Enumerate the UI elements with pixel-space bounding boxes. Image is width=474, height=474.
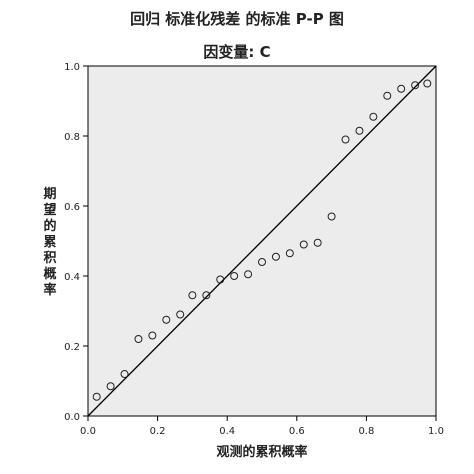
- data-point: [120, 370, 129, 378]
- data-point: [162, 315, 171, 324]
- y-tick-label: 1.0: [64, 62, 80, 73]
- y-tick-label: 0.8: [64, 132, 80, 143]
- data-point: [397, 84, 406, 93]
- data-point: [299, 240, 308, 249]
- data-point: [202, 291, 211, 300]
- data-point: [423, 79, 432, 88]
- x-axis-title: 观测的累积概率: [216, 444, 307, 460]
- data-point: [244, 270, 253, 279]
- data-point: [285, 249, 294, 258]
- x-tick-label: 0.4: [219, 426, 235, 437]
- x-axis-ticks: 0.0 0.2 0.4 0.6 0.8 1.0: [80, 416, 444, 437]
- y-tick-label: 0.2: [64, 342, 80, 353]
- data-point: [216, 275, 225, 284]
- data-point: [230, 272, 239, 280]
- data-point: [258, 258, 266, 266]
- chart-title: 回归 标准化残差 的标准 P-P 图: [130, 10, 344, 28]
- data-point: [92, 392, 101, 401]
- data-point: [176, 310, 185, 319]
- x-tick-label: 0.8: [358, 426, 374, 437]
- data-point: [148, 331, 157, 340]
- y-axis-ticks: 0.0 0.2 0.4 0.6 0.8 1.0: [64, 62, 88, 423]
- data-point: [313, 238, 322, 247]
- reference-line: [87, 65, 437, 417]
- y-tick-label: 0.4: [64, 272, 80, 283]
- y-tick-label: 0.0: [64, 412, 80, 423]
- data-points: [92, 79, 432, 401]
- chart-subtitle: 因变量: C: [203, 43, 271, 61]
- data-point: [383, 91, 392, 100]
- data-point: [341, 135, 350, 144]
- data-point: [355, 126, 364, 135]
- data-point: [188, 291, 197, 300]
- x-tick-label: 1.0: [428, 426, 444, 437]
- data-point: [271, 252, 280, 261]
- data-point: [369, 112, 378, 121]
- data-point: [134, 335, 143, 343]
- x-tick-label: 0.2: [150, 426, 166, 437]
- data-point: [106, 382, 115, 391]
- x-tick-label: 0.0: [80, 426, 96, 437]
- data-point: [327, 212, 336, 221]
- y-axis-title: 期望的累积概率: [43, 187, 56, 298]
- x-tick-label: 0.6: [289, 426, 305, 437]
- y-tick-label: 0.6: [64, 202, 80, 213]
- data-point: [411, 81, 420, 90]
